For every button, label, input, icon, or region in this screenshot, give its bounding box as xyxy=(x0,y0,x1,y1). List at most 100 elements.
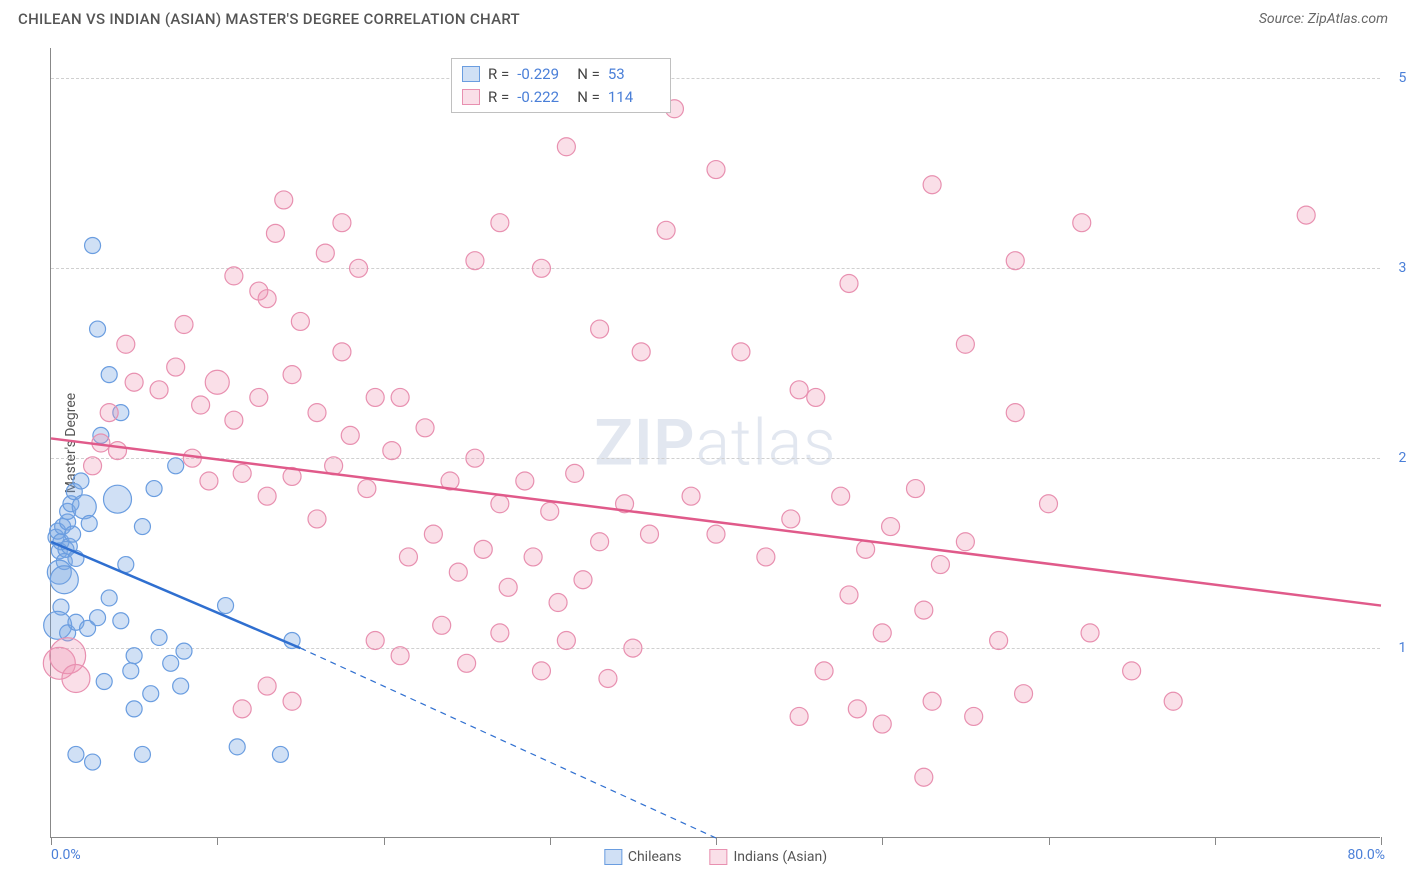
chart-header: CHILEAN VS INDIAN (ASIAN) MASTER'S DEGRE… xyxy=(0,0,1406,36)
data-point xyxy=(1040,495,1058,513)
data-point xyxy=(126,701,142,717)
data-point xyxy=(96,674,112,690)
swatch-chileans xyxy=(462,66,480,82)
data-point xyxy=(175,316,193,334)
data-point xyxy=(491,624,509,642)
data-point xyxy=(126,648,142,664)
data-point xyxy=(931,556,949,574)
n-value-chileans: 53 xyxy=(608,63,660,86)
data-point xyxy=(923,692,941,710)
legend-label-indians: Indians (Asian) xyxy=(733,849,827,865)
legend-label-chileans: Chileans xyxy=(628,849,682,865)
data-point xyxy=(882,518,900,536)
data-point xyxy=(233,464,251,482)
data-point xyxy=(383,442,401,460)
data-point xyxy=(350,259,368,277)
data-point xyxy=(308,510,326,528)
data-point xyxy=(65,526,81,542)
data-point xyxy=(176,643,192,659)
data-point xyxy=(50,566,78,594)
x-tick xyxy=(1381,837,1382,845)
data-point xyxy=(840,274,858,292)
data-point xyxy=(101,590,117,606)
data-point xyxy=(73,473,89,489)
data-point xyxy=(358,480,376,498)
data-point xyxy=(732,343,750,361)
data-point xyxy=(549,594,567,612)
data-point xyxy=(72,495,96,519)
data-point xyxy=(557,632,575,650)
data-point xyxy=(499,578,517,596)
data-point xyxy=(923,176,941,194)
data-point xyxy=(391,388,409,406)
x-tick xyxy=(882,837,883,845)
data-point xyxy=(782,510,800,528)
data-point xyxy=(790,381,808,399)
data-point xyxy=(233,700,251,718)
data-point xyxy=(134,519,150,535)
data-point xyxy=(167,358,185,376)
legend-item-indians: Indians (Asian) xyxy=(709,849,827,865)
data-point xyxy=(915,768,933,786)
data-point xyxy=(848,700,866,718)
data-point xyxy=(275,191,293,209)
data-point xyxy=(840,586,858,604)
data-point xyxy=(173,678,189,694)
data-point xyxy=(163,655,179,671)
data-point xyxy=(541,502,559,520)
data-point xyxy=(1297,206,1315,224)
data-point xyxy=(109,442,127,460)
data-point xyxy=(424,525,442,543)
data-point xyxy=(491,495,509,513)
data-point xyxy=(399,548,417,566)
trend-line-extrap xyxy=(300,648,716,838)
x-tick xyxy=(550,837,551,845)
data-point xyxy=(532,259,550,277)
data-point xyxy=(117,335,135,353)
data-point xyxy=(990,632,1008,650)
data-point xyxy=(143,686,159,702)
data-point xyxy=(200,472,218,490)
data-point xyxy=(873,624,891,642)
x-tick xyxy=(716,837,717,845)
data-point xyxy=(557,138,575,156)
data-point xyxy=(151,629,167,645)
data-point xyxy=(113,613,129,629)
data-point xyxy=(574,571,592,589)
data-point xyxy=(81,516,97,532)
data-point xyxy=(433,616,451,634)
data-point xyxy=(707,525,725,543)
y-tick-label: 12.5% xyxy=(1398,640,1406,656)
data-point xyxy=(366,388,384,406)
data-point xyxy=(341,426,359,444)
data-point xyxy=(907,480,925,498)
x-tick xyxy=(384,837,385,845)
data-point xyxy=(85,754,101,770)
data-point xyxy=(1123,662,1141,680)
x-tick xyxy=(1215,837,1216,845)
data-point xyxy=(90,610,106,626)
x-axis-max-label: 80.0% xyxy=(1347,847,1385,863)
data-point xyxy=(125,373,143,391)
trend-line xyxy=(51,438,1381,605)
x-tick xyxy=(1049,837,1050,845)
data-point xyxy=(707,161,725,179)
data-point xyxy=(566,464,584,482)
data-point xyxy=(873,715,891,733)
data-point xyxy=(258,487,276,505)
corr-row-indians: R = -0.222 N = 114 xyxy=(462,86,660,109)
data-point xyxy=(90,321,106,337)
data-point xyxy=(1164,692,1182,710)
data-point xyxy=(474,540,492,558)
x-tick xyxy=(51,837,52,845)
data-point xyxy=(225,267,243,285)
data-point xyxy=(1006,404,1024,422)
data-point xyxy=(333,214,351,232)
data-point xyxy=(1073,214,1091,232)
data-point xyxy=(466,449,484,467)
data-point xyxy=(458,654,476,672)
r-value-chileans: -0.229 xyxy=(517,63,569,86)
scatter-chart: Master's Degree ZIPatlas 12.5%25.0%37.5%… xyxy=(50,48,1380,838)
x-axis-min-label: 0.0% xyxy=(51,847,81,863)
data-point xyxy=(682,487,700,505)
